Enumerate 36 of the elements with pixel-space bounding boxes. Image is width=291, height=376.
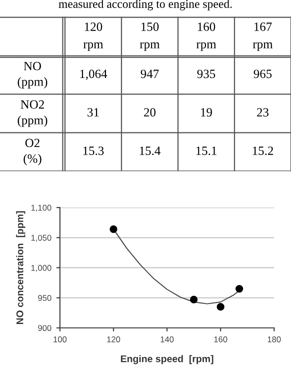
category-label: NO2 (ppm) <box>18 100 48 127</box>
category-label: NO (ppm) <box>18 62 48 88</box>
category-label: 150 rpm <box>140 22 160 51</box>
point <box>236 284 244 293</box>
y-tick-label: 1,050 <box>31 234 52 242</box>
y-tick-label: 950 <box>38 294 52 301</box>
text: 935 <box>197 70 216 78</box>
x-tick-label: 120 <box>107 336 120 342</box>
text: 1,064 <box>80 70 108 80</box>
text: 15.1 <box>196 146 216 156</box>
x-tick-label: 100 <box>54 336 67 342</box>
point <box>110 225 118 234</box>
text: 20 <box>144 108 156 117</box>
x-tick-label: 180 <box>268 336 281 342</box>
text: 23 <box>257 108 269 117</box>
category-label: 160 rpm <box>196 22 216 51</box>
text: 947 <box>140 70 159 78</box>
text: 15.4 <box>140 146 160 156</box>
y-tick-label: 1,000 <box>31 264 52 272</box>
text: 15.3 <box>83 146 104 156</box>
text: 19 <box>201 108 212 117</box>
text: measured according to engine speed. <box>58 0 232 10</box>
x-tick-label: 160 <box>214 336 228 342</box>
y-tick-label: 900 <box>38 325 52 331</box>
point <box>190 296 198 304</box>
category-label: 167 rpm <box>252 22 273 51</box>
y-axis-title: NO concentration [ppm] <box>16 211 26 324</box>
point <box>216 302 224 311</box>
text: 15.2 <box>252 146 273 156</box>
text: 965 <box>254 70 272 78</box>
y-tick-label: 1,100 <box>31 204 52 212</box>
category-label: 120 rpm <box>83 22 104 51</box>
x-tick-label: 140 <box>160 336 174 342</box>
category-label: O2 (%) <box>24 138 42 166</box>
text: 31 <box>88 108 99 117</box>
x-axis-title: Engine speed [rpm] <box>120 355 214 364</box>
